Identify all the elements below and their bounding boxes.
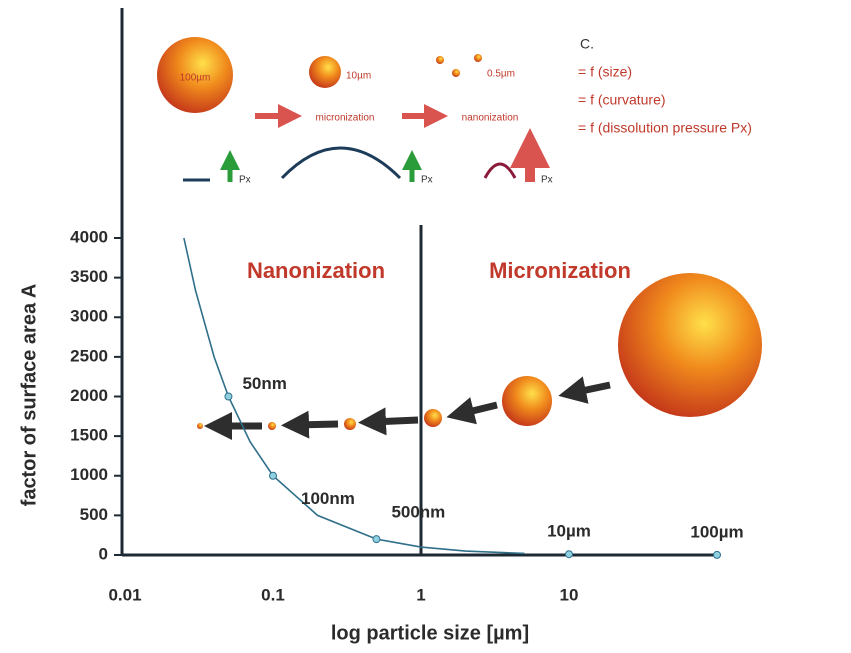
y-tick-label: 3000 [70, 307, 108, 326]
pressure-label: Px [541, 175, 553, 186]
size-label: 10µm [346, 71, 371, 82]
data-point [565, 550, 573, 559]
region-label: Micronization [489, 258, 631, 283]
y-tick-label: 2500 [70, 346, 108, 365]
point-label: 100nm [301, 489, 355, 508]
note: = f (size) [578, 64, 632, 80]
region-label: Nanonization [247, 258, 385, 283]
data-point [224, 392, 233, 401]
x-tick-label: 10 [560, 585, 579, 604]
note: C. [580, 36, 594, 52]
x-tick-label: 0.01 [108, 585, 141, 604]
y-tick-label: 3500 [70, 267, 108, 286]
note: = f (curvature) [578, 92, 666, 108]
point-label: 10µm [547, 522, 591, 541]
y-tick-label: 0 [99, 544, 108, 563]
step-label: nanonization [462, 113, 519, 124]
pressure-label: Px [421, 175, 433, 186]
x-axis-label: log particle size [µm] [331, 622, 529, 644]
data-point [372, 535, 381, 544]
size-label: 0.5µm [487, 69, 515, 80]
y-tick-label: 500 [80, 505, 108, 524]
point-label: 50nm [242, 374, 286, 393]
y-tick-label: 1000 [70, 465, 108, 484]
point-label: 500nm [391, 503, 445, 522]
pressure-label: Px [239, 175, 251, 186]
y-tick-label: 2000 [70, 386, 108, 405]
y-tick-label: 1500 [70, 426, 108, 445]
size-label: 100µm [180, 73, 211, 84]
data-point [269, 471, 277, 480]
x-tick-label: 0.1 [261, 585, 285, 604]
y-axis-label: factor of surface area A [18, 284, 40, 507]
diagram-shapes [120, 8, 762, 556]
note: = f (dissolution pressure Px) [578, 120, 752, 136]
point-label: 100µm [690, 522, 743, 541]
data-point [713, 550, 721, 559]
y-tick-label: 4000 [70, 227, 108, 246]
x-tick-label: 1 [416, 585, 425, 604]
step-label: micronization [316, 113, 375, 124]
